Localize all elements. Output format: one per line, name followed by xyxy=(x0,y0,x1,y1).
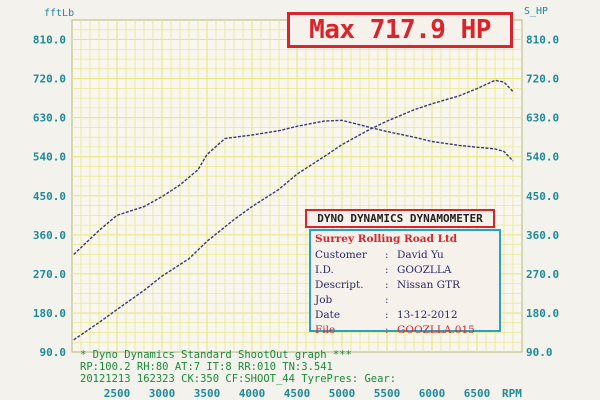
shop-name: Surrey Rolling Road Ltd xyxy=(315,233,458,245)
info-row-job: Job : xyxy=(315,293,495,308)
y-left-tick-label: 270.0 xyxy=(33,268,66,281)
dyno-header: DYNO DYNAMICS DYNAMOMETER xyxy=(305,209,495,228)
footer-line-3: 20121213 162323 CK:350 CF:SHOOT_44 TyreP… xyxy=(80,373,396,385)
info-value: Nissan GTR xyxy=(397,279,460,291)
y-right-tick-label: 450.0 xyxy=(526,190,559,203)
x-axis: 2500 3000 3500 4000 4500 5000 5500 6000 6500 xyxy=(104,387,491,400)
y-right-tick-label: 180.0 xyxy=(526,307,559,320)
y-left-tick-label: 720.0 xyxy=(33,73,66,86)
y-right-tick-label: 810.0 xyxy=(526,34,559,47)
info-box: Surrey Rolling Road Ltd Customer : David… xyxy=(309,229,501,336)
info-value: GOOZLLA xyxy=(397,264,452,276)
info-label: Descript. xyxy=(315,279,364,291)
info-label: Date xyxy=(315,309,341,321)
info-label: Job xyxy=(315,294,333,306)
max-hp-badge: Max 717.9 HP xyxy=(287,12,513,48)
info-value: David Yu xyxy=(397,249,444,261)
x-tick-label: 2500 xyxy=(104,387,131,400)
y-left-tick-label: 180.0 xyxy=(33,307,66,320)
info-sep: : xyxy=(385,294,389,306)
x-tick-label: 6000 xyxy=(419,387,446,400)
info-row-date: Date : 13-12-2012 xyxy=(315,308,495,323)
series-line-2 xyxy=(73,79,514,341)
y-right-tick-label: 270.0 xyxy=(526,268,559,281)
info-sep: : xyxy=(385,249,389,261)
info-sep: : xyxy=(385,309,389,321)
y-right-tick-label: 360.0 xyxy=(526,229,559,242)
info-row-descript: Descript. : Nissan GTR xyxy=(315,278,495,293)
footer-line-1: * Dyno Dynamics Standard ShootOut graph … xyxy=(80,349,352,361)
x-tick-label: 4500 xyxy=(284,387,311,400)
footer-line-2: RP:100.2 RH:80 AT:7 IT:8 RR:010 TN:3.541 xyxy=(80,361,333,373)
x-tick-label: 5500 xyxy=(374,387,401,400)
y-left-tick-label: 540.0 xyxy=(33,151,66,164)
info-row-file: File : GOOZLLA.015 xyxy=(315,323,495,338)
info-value: 13-12-2012 xyxy=(397,309,458,321)
x-tick-label: 4000 xyxy=(239,387,266,400)
y-right-unit: S_HP xyxy=(524,6,548,17)
info-sep: : xyxy=(385,324,389,336)
series-line-1 xyxy=(73,119,514,255)
y-left-unit: fftLb xyxy=(44,8,74,19)
y-axis-left: 90.0 180.0 270.0 360.0 450.0 540.0 630.0 720.0 8… xyxy=(33,34,66,359)
y-left-tick-label: 90.0 xyxy=(40,346,67,359)
info-value xyxy=(397,293,495,308)
info-row-customer: Customer : David Yu xyxy=(315,248,495,263)
info-sep: : xyxy=(385,264,389,276)
y-left-tick-label: 360.0 xyxy=(33,229,66,242)
y-left-tick-label: 630.0 xyxy=(33,112,66,125)
info-row-id: I.D. : GOOZLLA xyxy=(315,263,495,278)
y-right-tick-label: 540.0 xyxy=(526,151,559,164)
y-right-tick-label: 720.0 xyxy=(526,73,559,86)
y-left-tick-label: 810.0 xyxy=(33,34,66,47)
info-label: I.D. xyxy=(315,264,334,276)
info-label: Customer xyxy=(315,249,367,261)
x-tick-label: 5000 xyxy=(329,387,356,400)
y-axis-right: 90.0 180.0 270.0 360.0 450.0 540.0 630.0 720.0 8… xyxy=(526,34,559,359)
x-tick-label: 3500 xyxy=(194,387,221,400)
series-group xyxy=(73,79,514,341)
y-left-tick-label: 450.0 xyxy=(33,190,66,203)
y-right-tick-label: 630.0 xyxy=(526,112,559,125)
info-value: GOOZLLA.015 xyxy=(397,324,475,336)
x-axis-label: RPM xyxy=(502,387,522,400)
y-right-tick-label: 90.0 xyxy=(526,346,553,359)
x-tick-label: 3000 xyxy=(149,387,176,400)
info-label: File xyxy=(315,324,336,336)
x-tick-label: 6500 xyxy=(464,387,491,400)
info-sep: : xyxy=(385,279,389,291)
